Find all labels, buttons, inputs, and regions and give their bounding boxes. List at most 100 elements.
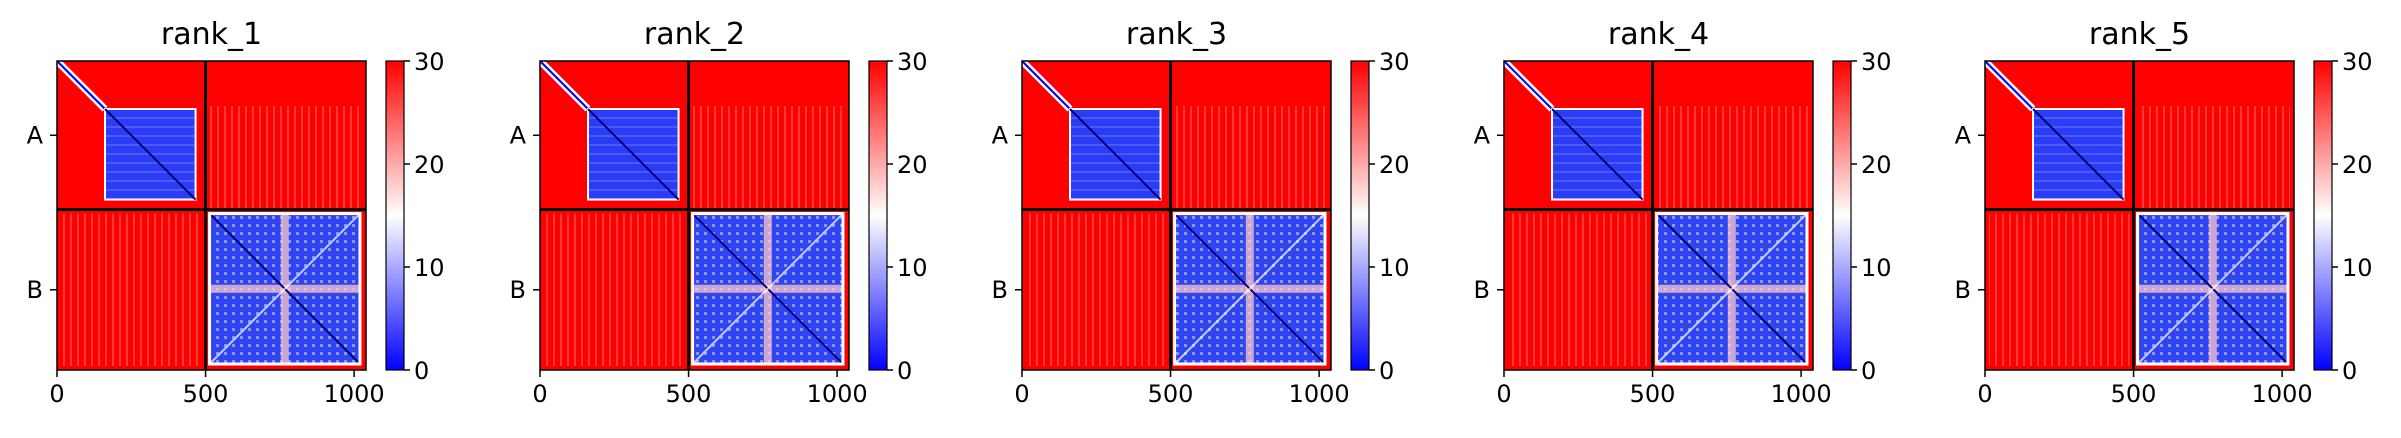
colorbar xyxy=(386,61,404,370)
domain-A-edge xyxy=(587,108,680,201)
colorbar-tick-label: 0 xyxy=(1861,357,1876,385)
domain-A-edge xyxy=(104,108,197,201)
domain-B-edge xyxy=(208,212,362,366)
domain-A-edge xyxy=(1551,108,1644,201)
panel-rank_1: rank_1 A B 0 500 1000 0 10 20 30 xyxy=(27,17,445,408)
interchain-block-AB xyxy=(692,106,845,210)
y-tick-label: A xyxy=(1474,121,1491,149)
colorbar-tick-label: 0 xyxy=(414,357,429,385)
colorbar-tick-label: 20 xyxy=(2342,151,2373,179)
diagonal-A xyxy=(1069,108,1162,201)
colorbar-tick-label: 20 xyxy=(414,151,445,179)
y-tick-label: A xyxy=(1955,121,1972,149)
x-tick-label: 500 xyxy=(2111,380,2157,408)
y-tick-label: A xyxy=(992,121,1009,149)
y-tick-label: B xyxy=(510,276,526,304)
colorbar-tick-label: 30 xyxy=(2342,48,2373,76)
panel-title: rank_1 xyxy=(161,17,262,52)
colorbar-tick-label: 30 xyxy=(1861,48,1892,76)
domain-B-antidiagonal xyxy=(1173,212,1326,365)
panel-title: rank_3 xyxy=(1126,17,1227,52)
axes-frame xyxy=(539,60,850,371)
colorbar-tick-label: 30 xyxy=(414,48,445,76)
colorbar-tick-label: 10 xyxy=(1861,254,1892,282)
colorbar-tick-label: 20 xyxy=(1861,151,1892,179)
colorbar-tick-label: 0 xyxy=(897,357,912,385)
interchain-block-AB xyxy=(2137,106,2290,210)
y-tick-label: B xyxy=(1955,276,1971,304)
colorbar-frame xyxy=(868,60,888,371)
x-tick-label: 0 xyxy=(49,380,64,408)
colorbar-tick-label: 0 xyxy=(2342,357,2357,385)
diagonal-flexible-core xyxy=(1021,60,1071,110)
diagonal-A xyxy=(104,108,197,201)
domain-B-edge xyxy=(1173,212,1327,366)
interchain-block-AB xyxy=(1174,106,1327,210)
colorbar-tick-label: 10 xyxy=(1379,254,1410,282)
panel-rank_4: rank_4 A B 0 500 1000 0 10 20 30 xyxy=(1474,17,1892,408)
interchain-block-BA xyxy=(544,213,685,366)
colorbar-tick-label: 10 xyxy=(414,254,445,282)
domain-B-edge xyxy=(691,212,845,366)
panel-rank_2: rank_2 A B 0 500 1000 0 10 20 30 xyxy=(510,17,928,408)
x-tick-label: 0 xyxy=(1977,380,1992,408)
interchain-block-AB xyxy=(1656,106,1809,210)
colorbar-tick-label: 10 xyxy=(897,254,928,282)
axes-frame xyxy=(1503,60,1814,371)
x-tick-label: 1000 xyxy=(1289,380,1350,408)
diagonal-A xyxy=(1551,108,1644,201)
domain-B-antidiagonal xyxy=(691,212,844,365)
panel-rank_5: rank_5 A B 0 500 1000 0 10 20 30 xyxy=(1955,17,2373,408)
colorbar xyxy=(1833,61,1851,370)
interchain-block-AB xyxy=(209,106,362,210)
x-tick-label: 0 xyxy=(532,380,547,408)
domain-B-antidiagonal xyxy=(2136,212,2289,365)
y-tick-label: A xyxy=(510,121,527,149)
diagonal-flexible-core xyxy=(1503,60,1553,110)
colorbar-frame xyxy=(385,60,405,371)
colorbar-tick-label: 30 xyxy=(897,48,928,76)
interchain-block-BA xyxy=(1989,213,2130,366)
y-tick-label: B xyxy=(992,276,1008,304)
panel-title: rank_5 xyxy=(2089,17,2190,52)
panel-rank_3: rank_3 A B 0 500 1000 0 10 20 30 xyxy=(992,17,1410,408)
interchain-block-BA xyxy=(1026,213,1167,366)
axes-frame xyxy=(56,60,367,371)
x-tick-label: 1000 xyxy=(2252,380,2313,408)
x-tick-label: 500 xyxy=(183,380,229,408)
x-tick-label: 0 xyxy=(1496,380,1511,408)
colorbar-tick-label: 20 xyxy=(1379,151,1410,179)
diagonal-flexible-core xyxy=(1984,60,2034,110)
colorbar-tick-label: 0 xyxy=(1379,357,1394,385)
diagonal-A xyxy=(587,108,680,201)
colorbar-frame xyxy=(1350,60,1370,371)
domain-A-edge xyxy=(2032,108,2125,201)
x-tick-label: 500 xyxy=(1630,380,1676,408)
x-tick-label: 1000 xyxy=(324,380,385,408)
colorbar-frame xyxy=(1832,60,1852,371)
colorbar xyxy=(2314,61,2332,370)
panel-title: rank_2 xyxy=(644,17,745,52)
axes-frame xyxy=(1984,60,2295,371)
domain-B-edge xyxy=(1655,212,1809,366)
y-tick-label: B xyxy=(1474,276,1490,304)
y-tick-label: B xyxy=(27,276,43,304)
x-tick-label: 1000 xyxy=(807,380,868,408)
colorbar xyxy=(869,61,887,370)
domain-B-antidiagonal xyxy=(208,212,361,365)
x-tick-label: 0 xyxy=(1014,380,1029,408)
domain-A-edge xyxy=(1069,108,1162,201)
axes-frame xyxy=(1021,60,1332,371)
domain-B-edge xyxy=(2136,212,2290,366)
colorbar-frame xyxy=(2313,60,2333,371)
interchain-block-BA xyxy=(1508,213,1649,366)
x-tick-label: 500 xyxy=(1148,380,1194,408)
diagonal-A xyxy=(2032,108,2125,201)
colorbar xyxy=(1351,61,1369,370)
diagonal-flexible-core xyxy=(56,60,106,110)
colorbar-tick-label: 10 xyxy=(2342,254,2373,282)
diagonal-flexible-core xyxy=(539,60,589,110)
x-tick-label: 500 xyxy=(666,380,712,408)
panel-title: rank_4 xyxy=(1608,17,1709,52)
